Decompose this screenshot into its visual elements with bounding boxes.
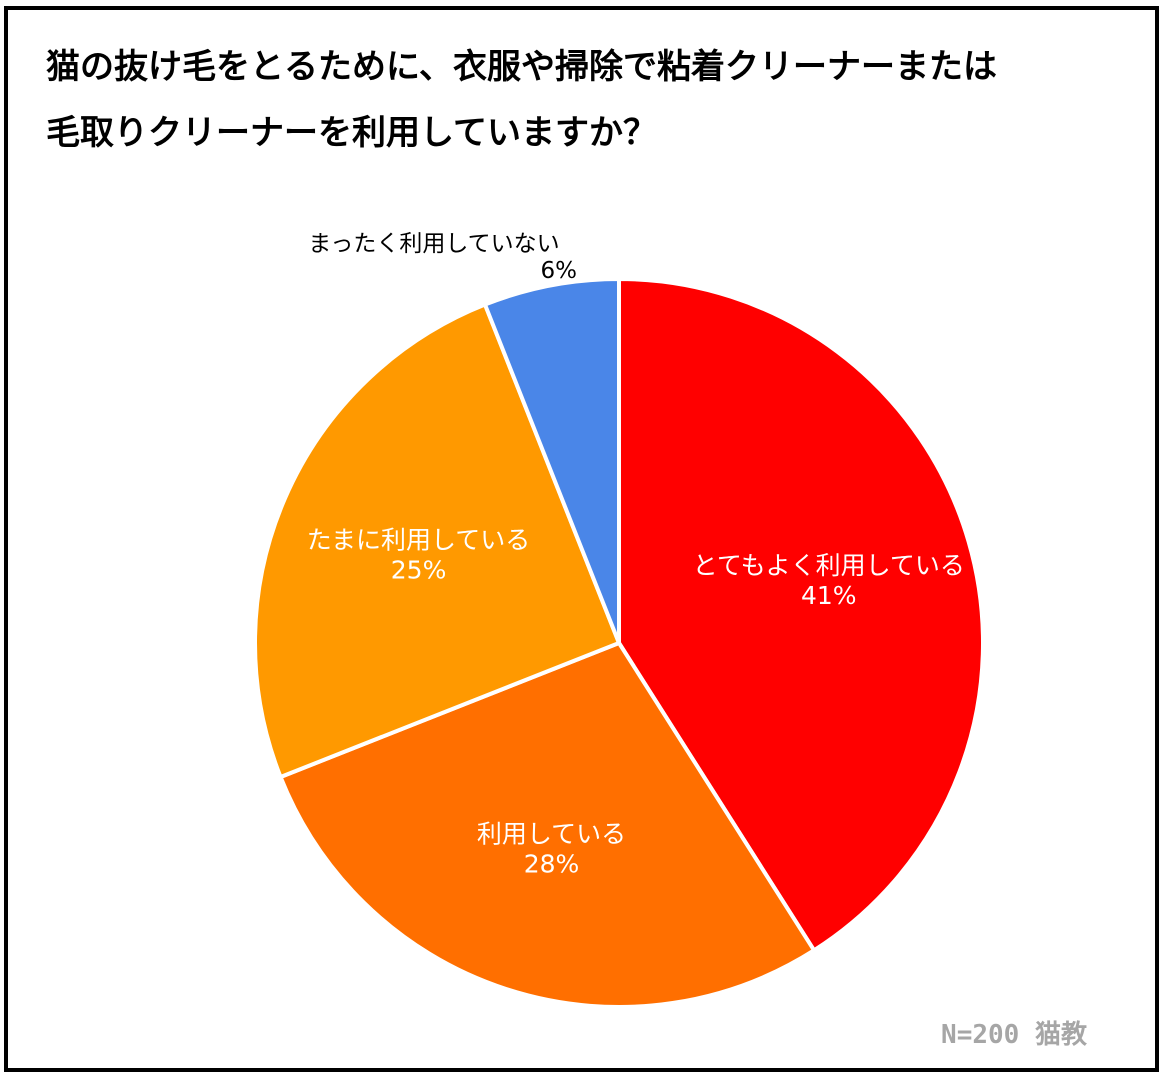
pie-slice-sometimes	[253, 302, 621, 779]
chart-title-line-2: 毛取りクリーナーを利用していますか？	[46, 113, 657, 153]
source-label: 猫教	[1034, 1020, 1087, 1050]
pie-slice-very-often	[617, 277, 985, 953]
chart-title-line-1: 猫の抜け毛をとるために、衣服や掃除で粘着クリーナーまたは	[46, 47, 997, 87]
pie-slices	[253, 277, 985, 1009]
slice-value-sometimes: 25%	[391, 555, 447, 584]
slice-value-never: 6%	[541, 258, 578, 284]
slice-label-very-often: とてもよく利用している	[693, 551, 965, 580]
chart-title: 猫の抜け毛をとるために、衣服や掃除で粘着クリーナーまたは 毛取りクリーナーを利用…	[46, 34, 1126, 166]
footnote: N=200 猫教	[941, 1014, 1087, 1051]
slice-label-sometimes: たまに利用している	[307, 525, 531, 554]
slice-value-very-often: 41%	[801, 581, 857, 610]
slice-value-use: 28%	[524, 850, 580, 879]
pie-slice-use	[278, 641, 817, 1009]
slice-label-never: まったく利用していない	[308, 231, 559, 257]
pie-slice-never	[483, 277, 621, 645]
slice-label-use: 利用している	[477, 820, 626, 849]
sample-size: N=200	[941, 1020, 1020, 1050]
